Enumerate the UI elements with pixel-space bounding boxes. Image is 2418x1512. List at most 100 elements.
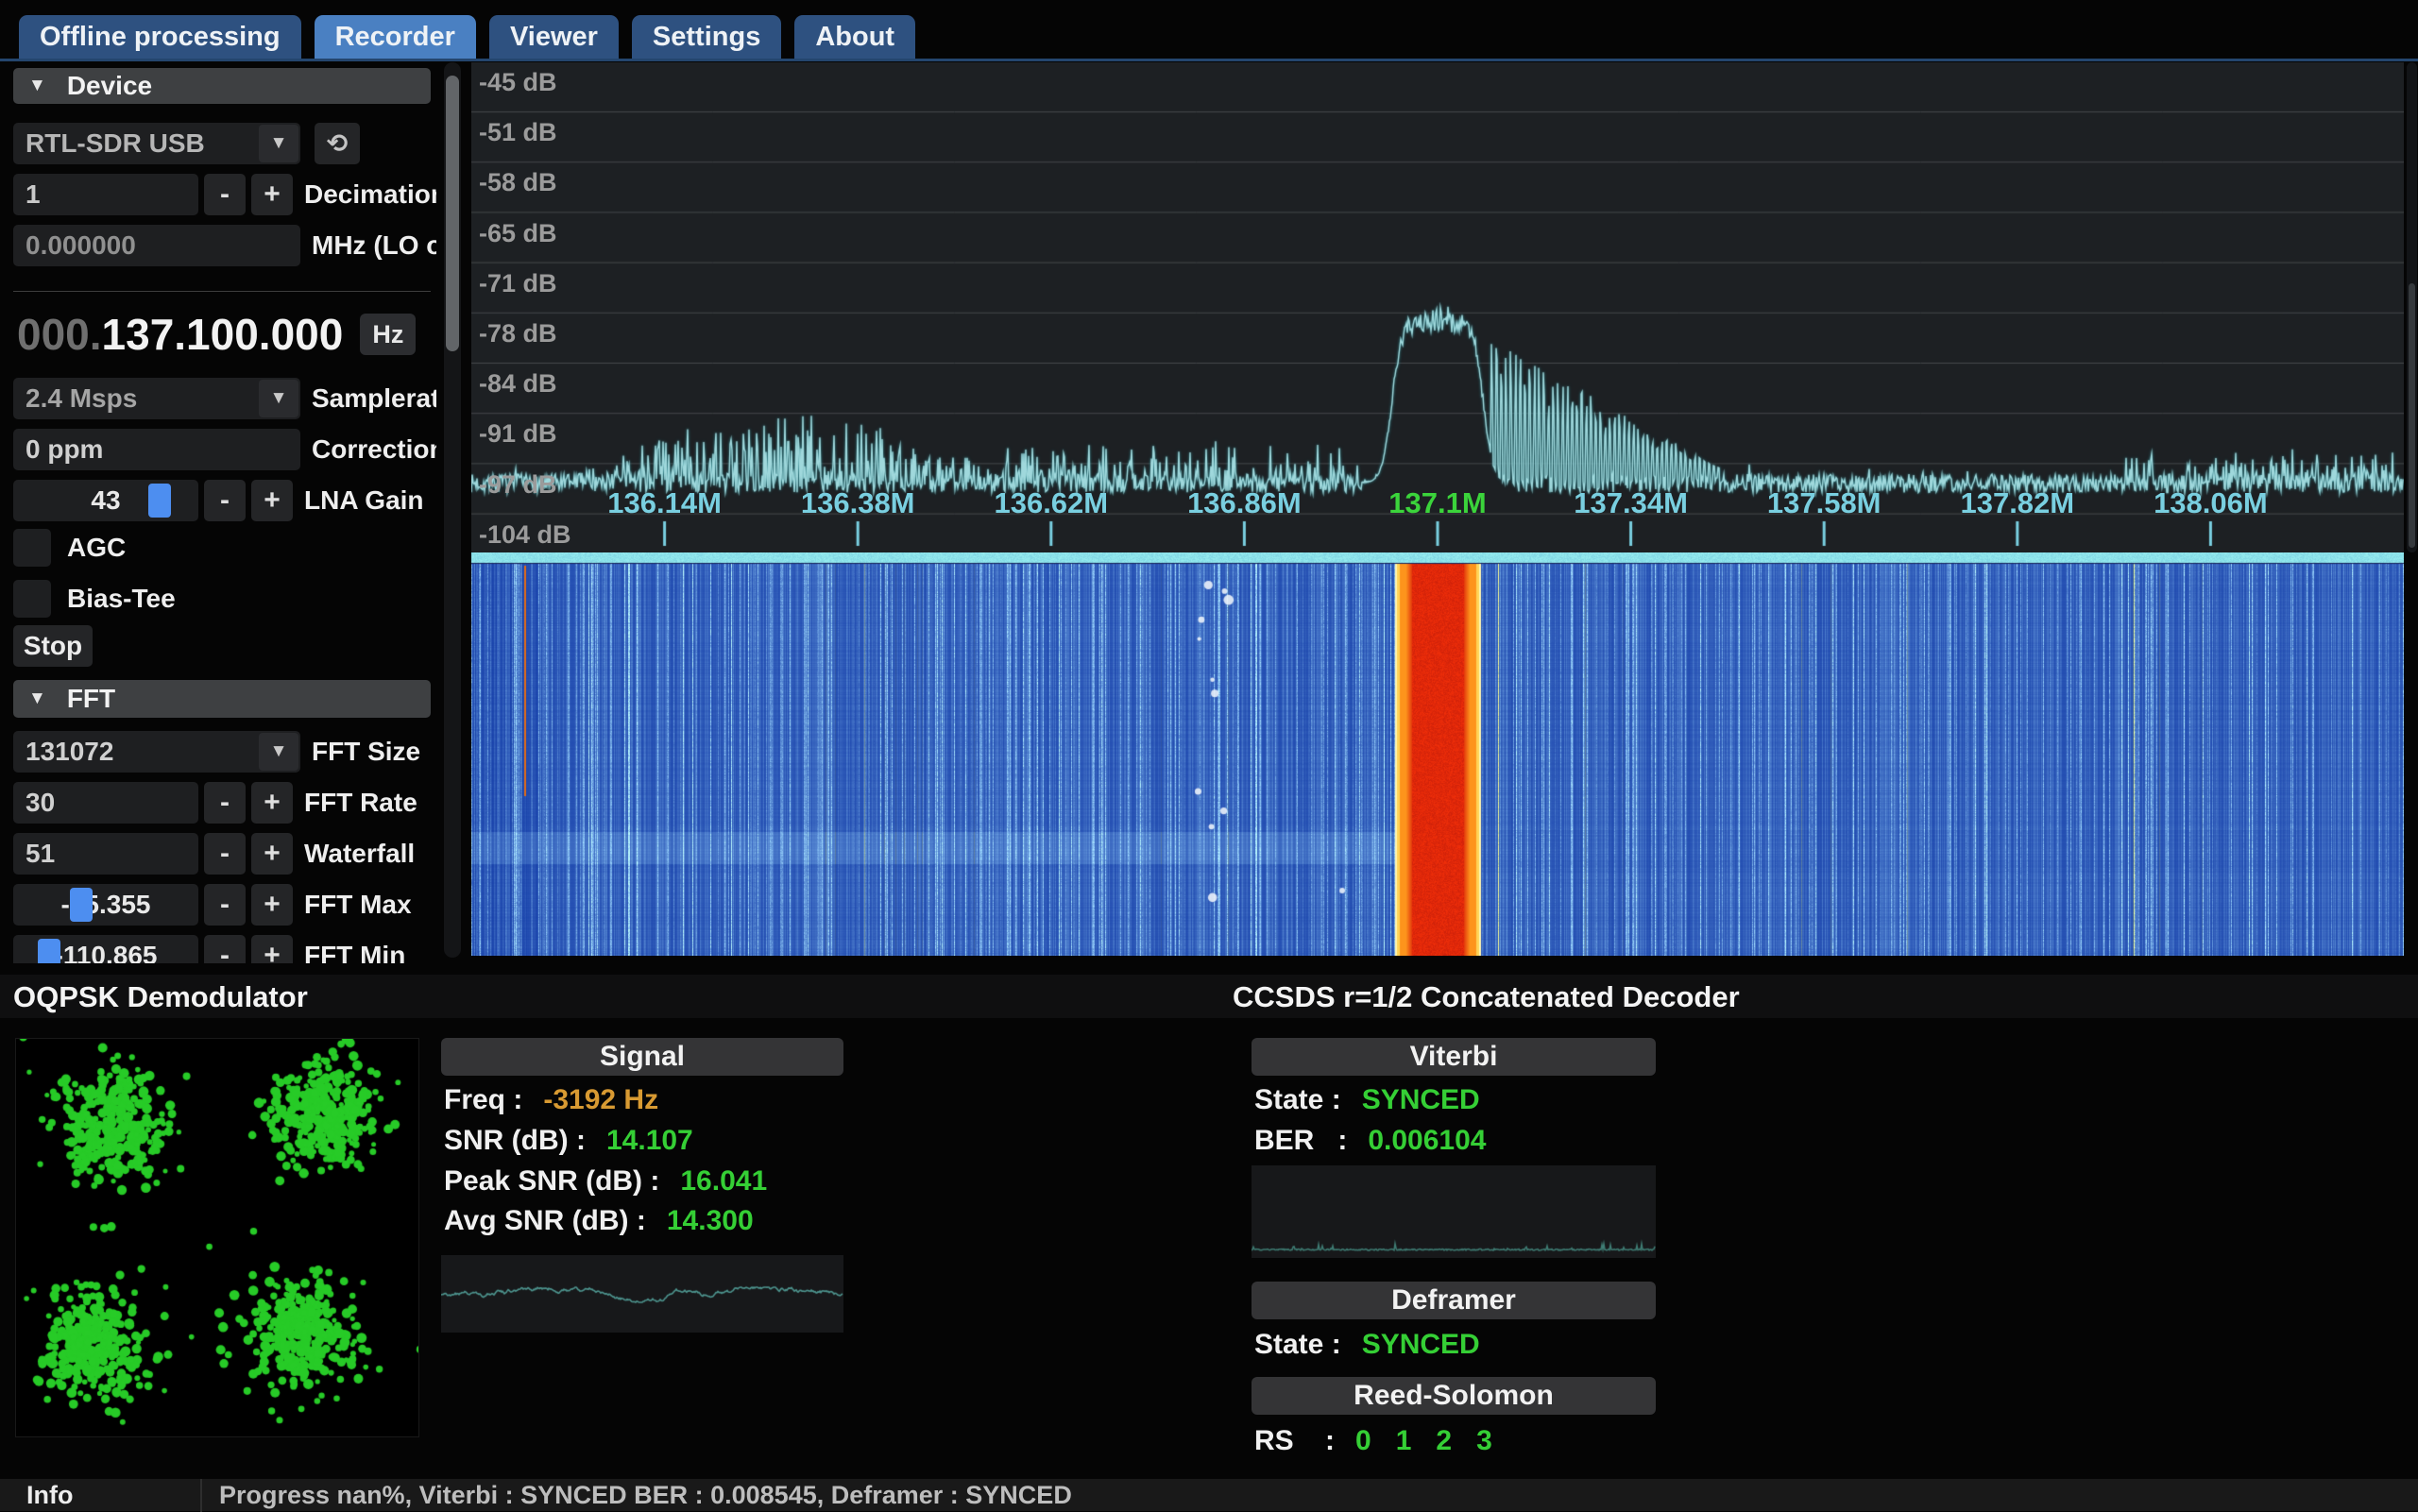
lna-gain-plus-button[interactable]: + — [251, 480, 293, 521]
freq-axis-label-tuned: 137.1M — [1388, 486, 1486, 520]
agc-label: AGC — [67, 533, 126, 563]
waterfall-display[interactable] — [471, 552, 2404, 956]
waterfall-rate-plus-button[interactable]: + — [251, 833, 293, 875]
frequency-leading-zeros: 000. — [17, 309, 102, 360]
rs-values: 0123 — [1355, 1425, 1517, 1457]
decimation-input[interactable]: 1 — [13, 174, 198, 215]
tab-recorder[interactable]: Recorder — [315, 15, 476, 59]
stop-button[interactable]: Stop — [13, 625, 93, 667]
fft-max-label: FFT Max — [304, 890, 412, 920]
fft-size-label: FFT Size — [312, 737, 420, 767]
tabbar-underline — [0, 59, 2418, 61]
db-axis-label: -71 dB — [479, 269, 557, 299]
fft-min-minus-button[interactable]: - — [204, 935, 246, 963]
source-combo[interactable]: RTL-SDR USB ▼ — [13, 123, 300, 164]
fft-max-value: -45.355 — [13, 884, 198, 926]
freq-axis-label: 136.86M — [1187, 486, 1302, 520]
fft-rate-plus-button[interactable]: + — [251, 782, 293, 824]
lna-gain-minus-button[interactable]: - — [204, 480, 246, 521]
waterfall-rate-value: 51 — [26, 839, 55, 869]
bias-tee-label: Bias-Tee — [67, 584, 176, 614]
viterbi-ber-value: 0.006104 — [1368, 1125, 1486, 1157]
deframer-state-label: State : — [1254, 1329, 1341, 1361]
freq-axis-label: 137.58M — [1767, 486, 1882, 520]
settings-sidebar: ▼ Device RTL-SDR USB ▼ ⟲ 1 - + Decimatio… — [0, 62, 436, 963]
tab-viewer[interactable]: Viewer — [489, 15, 619, 59]
waterfall-rate-input[interactable]: 51 — [13, 833, 198, 875]
demodulator-title: OQPSK Demodulator — [13, 980, 308, 1014]
bottom-titles-strip — [0, 975, 2418, 1018]
db-axis-label: -97 dB — [479, 470, 557, 501]
fft-rate-minus-button[interactable]: - — [204, 782, 246, 824]
tab-offline-processing[interactable]: Offline processing — [19, 15, 301, 59]
decimation-label: Decimation — [304, 179, 436, 210]
tab-about[interactable]: About — [794, 15, 915, 59]
fft-min-slider[interactable]: -110.865 — [13, 935, 198, 963]
device-collapsing-header[interactable]: ▼ Device — [13, 68, 431, 104]
peak-snr-value: 16.041 — [680, 1165, 767, 1198]
collapse-triangle-icon: ▼ — [28, 76, 46, 96]
db-axis-label: -78 dB — [479, 319, 557, 349]
plus-icon: + — [264, 838, 281, 870]
lna-gain-slider[interactable]: 43 — [13, 480, 198, 521]
decimation-plus-button[interactable]: + — [251, 174, 293, 215]
lo-offset-input[interactable]: 0.000000 — [13, 225, 300, 266]
reed-solomon-section-header: Reed-Solomon — [1252, 1377, 1656, 1415]
deframer-section-header: Deframer — [1252, 1282, 1656, 1319]
plot-scrollbar[interactable] — [2407, 62, 2417, 552]
slider-grab[interactable] — [148, 484, 171, 518]
sidebar-scrollbar-thumb[interactable] — [446, 76, 459, 351]
slider-grab[interactable] — [70, 888, 93, 922]
deframer-header-label: Deframer — [1391, 1284, 1516, 1317]
chevron-down-icon: ▼ — [259, 125, 298, 162]
lo-offset-value: 0.000000 — [26, 230, 136, 261]
plus-icon: + — [264, 484, 281, 517]
agc-checkbox[interactable] — [13, 529, 51, 567]
fft-min-plus-button[interactable]: + — [251, 935, 293, 963]
frequency-value: 137.100.000 — [102, 309, 344, 360]
lo-offset-label: MHz (LO offset) — [312, 230, 436, 261]
viterbi-state-label: State : — [1254, 1084, 1341, 1116]
correction-input[interactable]: 0 ppm — [13, 429, 300, 470]
snr-graph-canvas — [441, 1255, 843, 1333]
samplerate-value: 2.4 Msps — [26, 383, 137, 414]
stop-button-label: Stop — [24, 631, 82, 661]
fft-max-minus-button[interactable]: - — [204, 884, 246, 926]
freq-axis-label: 137.34M — [1574, 486, 1688, 520]
samplerate-combo[interactable]: 2.4 Msps ▼ — [13, 378, 300, 419]
fft-rate-value: 30 — [26, 788, 55, 818]
plot-scrollbar-thumb[interactable] — [2409, 283, 2415, 548]
fft-header-label: FFT — [67, 684, 115, 714]
frequency-display[interactable]: 000. 137.100.000 Hz — [17, 308, 416, 361]
sidebar-scrollbar[interactable] — [444, 62, 461, 958]
fft-max-plus-button[interactable]: + — [251, 884, 293, 926]
fft-max-slider[interactable]: -45.355 — [13, 884, 198, 926]
chevron-down-icon: ▼ — [259, 380, 298, 417]
fft-size-combo[interactable]: 131072 ▼ — [13, 731, 300, 773]
viterbi-ber-label: BER : — [1254, 1125, 1347, 1157]
frequency-unit-button[interactable]: Hz — [360, 314, 416, 355]
peak-snr-label: Peak SNR (dB) : — [444, 1165, 659, 1198]
avg-snr-label: Avg SNR (dB) : — [444, 1205, 646, 1237]
waterfall-rate-minus-button[interactable]: - — [204, 833, 246, 875]
fft-min-label: FFT Min — [304, 941, 405, 963]
viterbi-section-header: Viterbi — [1252, 1038, 1656, 1076]
ber-graph-canvas — [1252, 1165, 1656, 1258]
fft-collapsing-header[interactable]: ▼ FFT — [13, 680, 431, 718]
bias-tee-checkbox[interactable] — [13, 580, 51, 618]
fft-rate-input[interactable]: 30 — [13, 782, 198, 824]
plus-icon: + — [264, 178, 281, 211]
fft-spectrum-canvas[interactable] — [471, 62, 2404, 552]
tab-settings[interactable]: Settings — [632, 15, 781, 59]
refresh-sources-button[interactable]: ⟲ — [315, 123, 360, 164]
plus-icon: + — [264, 787, 281, 819]
fft-size-value: 131072 — [26, 737, 113, 767]
waterfall-rate-label: Waterfall — [304, 839, 415, 869]
decimation-minus-button[interactable]: - — [204, 174, 246, 215]
slider-grab[interactable] — [38, 939, 60, 963]
signal-header-label: Signal — [600, 1041, 685, 1073]
constellation-canvas — [16, 1039, 418, 1436]
signal-section-header: Signal — [441, 1038, 843, 1076]
constellation-diagram — [15, 1038, 419, 1437]
correction-label: Correction — [312, 434, 436, 465]
